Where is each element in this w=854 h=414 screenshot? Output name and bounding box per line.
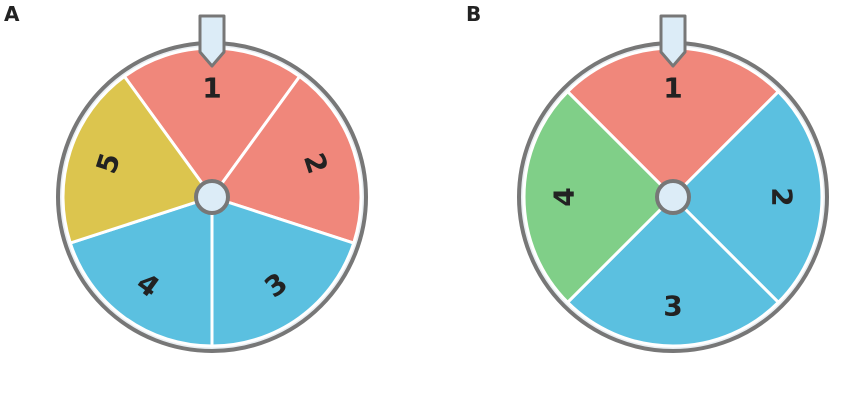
sector-label: 1	[663, 72, 682, 105]
spinner: 1 2 3 4	[517, 14, 829, 353]
panel-label: A	[4, 2, 20, 26]
sector	[522, 89, 676, 305]
pointer	[659, 14, 687, 68]
sector-label: 1	[202, 72, 221, 105]
sector-label: 2	[766, 187, 799, 206]
sector	[670, 89, 824, 305]
pointer	[198, 14, 226, 68]
sector-label: 3	[663, 290, 682, 323]
sector	[210, 194, 356, 348]
sector	[61, 74, 215, 245]
sector	[209, 74, 363, 245]
hub	[655, 179, 691, 215]
sector	[565, 194, 781, 348]
panel-label: B	[466, 2, 481, 26]
sector	[68, 194, 214, 348]
sector-label: 4	[548, 187, 581, 206]
hub	[194, 179, 230, 215]
